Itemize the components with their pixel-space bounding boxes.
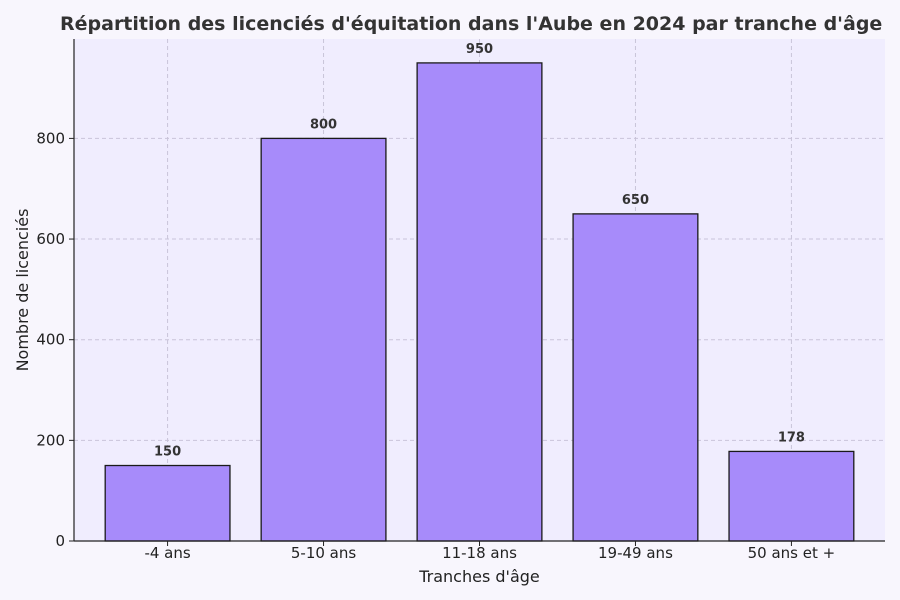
bar-5 bbox=[728, 450, 855, 542]
y-grid bbox=[74, 137, 885, 441]
x-axis-label: Tranches d'âge bbox=[418, 567, 540, 586]
y-ticks: 0 200 400 600 800 bbox=[36, 129, 74, 550]
bar-1 bbox=[104, 464, 231, 542]
y-axis-label: Nombre de licenciés bbox=[13, 209, 32, 372]
x-tick-label: -4 ans bbox=[144, 544, 190, 562]
chart-title: Répartition des licenciés d'équitation d… bbox=[60, 13, 882, 35]
data-label-2: 800 bbox=[310, 117, 337, 132]
bar-3 bbox=[416, 62, 543, 542]
data-labels: 150 800 950 650 178 bbox=[154, 42, 805, 460]
x-tick-label: 50 ans et + bbox=[748, 544, 836, 562]
data-label-1: 150 bbox=[154, 445, 181, 460]
y-tick-label: 600 bbox=[36, 230, 65, 248]
y-tick-label: 400 bbox=[36, 331, 65, 349]
data-label-5: 178 bbox=[778, 430, 805, 445]
x-tick-label: 5-10 ans bbox=[291, 544, 357, 562]
x-ticks: -4 ans 5-10 ans 11-18 ans 19-49 ans 50 ans e… bbox=[144, 541, 835, 562]
y-tick-label: 800 bbox=[36, 129, 65, 147]
data-label-3: 950 bbox=[466, 42, 493, 57]
bar-2 bbox=[260, 137, 387, 542]
bar-4 bbox=[572, 213, 699, 542]
x-tick-label: 19-49 ans bbox=[598, 544, 673, 562]
x-tick-label: 11-18 ans bbox=[442, 544, 517, 562]
y-tick-label: 0 bbox=[55, 532, 65, 550]
y-tick-label: 200 bbox=[36, 431, 65, 449]
data-label-4: 650 bbox=[622, 193, 649, 208]
